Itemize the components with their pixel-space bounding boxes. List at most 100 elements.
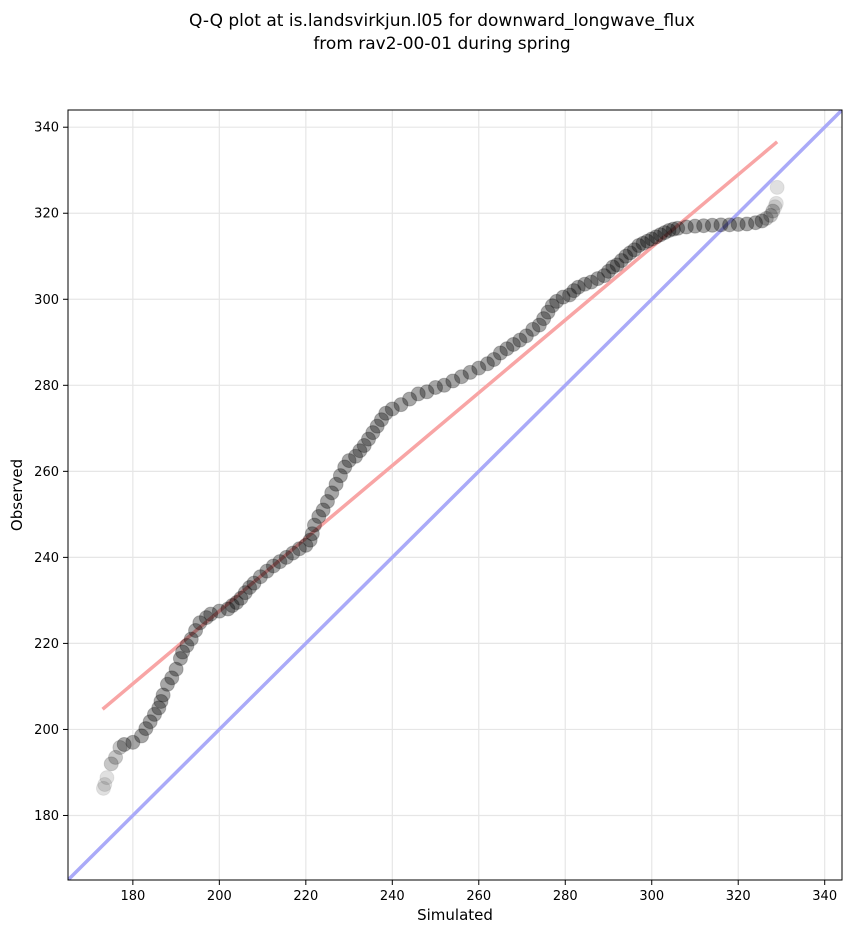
quantile-point xyxy=(369,418,385,434)
quantile-point xyxy=(596,268,612,284)
y-axis-ticks: 180 200 220 240 260 280 300 320 340 xyxy=(34,121,68,824)
x-tick-label: 340 xyxy=(812,889,837,904)
quantile-point xyxy=(315,502,331,518)
quantile-point xyxy=(577,276,593,292)
quantile-point xyxy=(373,412,389,428)
quantile-point xyxy=(172,650,188,666)
quantile-point xyxy=(505,336,521,352)
y-tick-label: 240 xyxy=(34,551,59,566)
quantile-point xyxy=(311,509,327,525)
y-axis-label: Observed xyxy=(8,459,26,531)
quantile-point xyxy=(765,203,781,219)
quantile-point xyxy=(164,670,180,686)
quantile-point xyxy=(291,541,307,557)
quantile-point xyxy=(252,569,268,585)
quantile-point xyxy=(192,615,208,631)
quantile-point xyxy=(365,425,381,441)
quantile-points xyxy=(95,179,785,796)
quantile-point xyxy=(730,216,746,232)
quantile-point xyxy=(657,225,673,241)
quantile-point xyxy=(635,235,651,251)
quantile-point xyxy=(436,377,452,393)
quantile-point xyxy=(767,199,783,215)
quantile-point xyxy=(648,229,664,245)
y-tick-label: 260 xyxy=(34,465,59,480)
quantile-point xyxy=(259,563,275,579)
quantile-point xyxy=(754,213,770,229)
x-tick-label: 280 xyxy=(553,889,578,904)
quantile-point xyxy=(410,386,426,402)
quantile-point xyxy=(566,283,582,299)
quantile-point xyxy=(618,248,634,264)
x-tick-label: 200 xyxy=(207,889,232,904)
quantile-point xyxy=(246,575,262,591)
quantile-point xyxy=(224,598,240,614)
y-tick-label: 300 xyxy=(34,293,59,308)
quantile-point xyxy=(220,601,236,617)
quantile-point xyxy=(319,493,335,509)
x-tick-label: 260 xyxy=(466,889,491,904)
quantile-point xyxy=(613,253,629,269)
quantile-point xyxy=(352,443,368,459)
quantile-point xyxy=(198,610,214,626)
quantile-point xyxy=(479,356,495,372)
reference-lines xyxy=(68,110,842,880)
quantile-point xyxy=(661,222,677,238)
quantile-point xyxy=(555,289,571,305)
quantile-point xyxy=(237,585,253,601)
x-tick-label: 320 xyxy=(726,889,751,904)
quantile-point xyxy=(155,687,171,703)
quantile-point xyxy=(272,554,288,570)
quantile-point xyxy=(337,459,353,475)
quantile-point xyxy=(138,721,154,737)
quantile-point xyxy=(531,317,547,333)
grid xyxy=(68,110,842,880)
x-axis-label: Simulated xyxy=(417,906,493,924)
quantile-point xyxy=(583,274,599,290)
quantile-point xyxy=(151,700,167,716)
quantile-point xyxy=(518,328,534,344)
quantile-point xyxy=(229,595,245,611)
plot-frame xyxy=(67,109,843,881)
quantile-point xyxy=(609,257,625,273)
quantile-point xyxy=(402,391,418,407)
quantile-point xyxy=(324,485,340,501)
quantile-point xyxy=(445,373,461,389)
fit-line xyxy=(101,140,779,711)
quantile-point xyxy=(278,549,294,565)
quantile-point xyxy=(492,345,508,361)
quantile-point xyxy=(332,468,348,484)
quantile-point xyxy=(626,242,642,258)
quantile-point xyxy=(211,603,227,619)
quantile-point xyxy=(183,631,199,647)
quantile-point xyxy=(97,777,113,793)
identity-line xyxy=(68,110,842,880)
quantile-point xyxy=(179,638,195,654)
quantile-point xyxy=(142,714,158,730)
quantile-point xyxy=(769,179,785,195)
quantile-point xyxy=(722,217,738,233)
quantile-point xyxy=(348,448,364,464)
y-tick-label: 180 xyxy=(34,809,59,824)
chart-title: Q-Q plot at is.landsvirkjun.l05 for down… xyxy=(189,11,695,31)
y-tick-label: 200 xyxy=(34,723,59,738)
quantile-point xyxy=(242,579,258,595)
quantile-point xyxy=(146,706,162,722)
x-axis-ticks: 180 200 220 240 260 280 300 320 340 xyxy=(120,880,837,904)
quantile-point xyxy=(116,736,132,752)
quantile-point xyxy=(763,207,779,223)
chart-subtitle: from rav2-00-01 during spring xyxy=(313,34,570,54)
x-tick-label: 220 xyxy=(293,889,318,904)
x-tick-label: 180 xyxy=(120,889,145,904)
quantile-point xyxy=(341,453,357,469)
quantile-point xyxy=(168,661,184,677)
quantile-point xyxy=(644,231,660,247)
quantile-point xyxy=(622,245,638,261)
quantile-point xyxy=(471,360,487,376)
quantile-point xyxy=(378,405,394,421)
quantile-point xyxy=(540,304,556,320)
quantile-point xyxy=(419,384,435,400)
quantile-point xyxy=(601,263,617,279)
